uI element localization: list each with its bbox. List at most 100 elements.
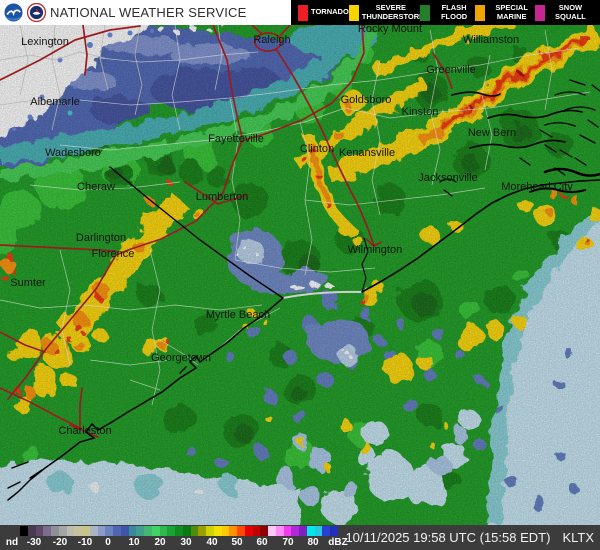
city-label-lexington: Lexington	[21, 36, 69, 48]
city-label-greenville: Greenville	[426, 64, 476, 76]
warning-label: SPECIAL MARINE	[495, 3, 528, 21]
colorbar-segment	[128, 526, 137, 536]
colorbar-segment	[151, 526, 160, 536]
warning-flash-flood: FLASH FLOOD	[419, 3, 476, 21]
agency-title: NATIONAL WEATHER SERVICE	[50, 5, 247, 20]
colorbar-segment	[97, 526, 106, 536]
warning-color-swatch	[419, 4, 430, 21]
city-label-morehead-city: Morehead City	[501, 181, 573, 193]
colorbar-segment	[175, 526, 183, 536]
colorbar-tick-label: 30	[180, 537, 192, 548]
city-label-jacksonville: Jacksonville	[418, 172, 477, 184]
warning-label: SEVERE THUNDERSTORM	[361, 3, 426, 21]
colorbar-tick-label: 70	[282, 537, 294, 548]
city-label-albemarle: Albemarle	[30, 96, 80, 108]
noaa-seagull-logo-icon	[4, 3, 23, 22]
warning-label: SNOW SQUALL	[555, 3, 586, 21]
river-lines	[451, 91, 583, 149]
beach-strip	[282, 290, 363, 299]
colorbar-segment	[82, 526, 90, 536]
colorbar-tick-label: 0	[105, 537, 111, 548]
colorbar-segment	[43, 526, 51, 536]
city-label-kinston: Kinston	[402, 106, 439, 118]
colorbar-segment	[322, 526, 330, 536]
city-label-raleigh: Raleigh	[253, 34, 290, 46]
colorbar-tick-label: 40	[206, 537, 218, 548]
city-label-wilmington: Wilmington	[348, 244, 402, 256]
colorbar-segment	[198, 526, 206, 536]
city-label-charleston: Charleston	[58, 425, 111, 437]
warning-color-swatch	[534, 4, 545, 21]
highways	[0, 25, 453, 438]
colorbar-segment	[136, 526, 144, 536]
header-bar: NATIONAL WEATHER SERVICE TORNADO SEVERE T…	[0, 0, 600, 25]
colorbar-segment	[213, 526, 222, 536]
city-label-myrtle-beach: Myrtle Beach	[206, 309, 270, 321]
colorbar-segment	[74, 526, 82, 536]
colorbar-segment	[244, 526, 253, 536]
city-label-clinton: Clinton	[300, 143, 334, 155]
colorbar-segment	[27, 526, 36, 536]
city-label-darlington: Darlington	[76, 232, 126, 244]
colorbar-tick-label: -20	[52, 537, 68, 548]
colorbar-segment	[299, 526, 307, 536]
colorbar-segment	[291, 526, 299, 536]
reflectivity-colorbar	[20, 526, 338, 536]
city-label-wadesboro: Wadesboro	[45, 147, 101, 159]
charleston-waterways	[7, 366, 187, 489]
state-border-line	[109, 166, 284, 299]
pixel-noise-light	[0, 25, 600, 525]
colorbar-segment	[159, 526, 168, 536]
warning-tornado: TORNADO	[298, 4, 349, 21]
colorbar-segment	[35, 526, 44, 536]
colorbar-tick-label: 80	[307, 537, 319, 548]
colorbar-segment	[221, 526, 230, 536]
county-lines-nodata	[0, 25, 143, 131]
timestamp-readout: 10/11/2025 19:58 UTC (15:58 EDT) KLTX	[345, 530, 594, 545]
colorbar-segment	[229, 526, 237, 536]
colorbar-segment	[51, 526, 59, 536]
warning-legend: TORNADO SEVERE THUNDERSTORM FLASH FLOOD SPE…	[291, 0, 600, 25]
city-label-florence: Florence	[92, 248, 135, 260]
warning-color-swatch	[348, 4, 359, 21]
borders-and-water	[7, 79, 600, 501]
colorbar-tick-label: 50	[231, 537, 243, 548]
colorbar-segment	[113, 526, 121, 536]
city-label-cheraw: Cheraw	[77, 181, 115, 193]
status-bar: nd -30 -20 -10 0 10 20 30 40 50 60 70 80 dBZ 10/11/20…	[0, 525, 600, 550]
colorbar-segment	[330, 526, 338, 536]
colorbar-segment	[275, 526, 284, 536]
warning-color-swatch	[475, 4, 486, 21]
colorbar-segment	[268, 526, 276, 536]
colorbar-segment	[260, 526, 268, 536]
station-id: KLTX	[562, 529, 594, 545]
city-labels: Lexington Raleigh Rocky Mount Williamston Al…	[10, 25, 573, 437]
colorbar-segment	[252, 526, 261, 536]
colorbar-tick-label: 60	[256, 537, 268, 548]
coastline-northeast	[361, 179, 600, 293]
nws-emblem-logo-icon	[27, 3, 46, 22]
colorbar-segment	[206, 526, 214, 536]
warning-snow-squall: SNOW SQUALL	[534, 3, 593, 21]
timestamp: 10/11/2025 19:58 UTC (15:58 EDT)	[345, 529, 551, 545]
city-label-georgetown: Georgetown	[151, 352, 211, 364]
warning-label: FLASH FLOOD	[440, 3, 468, 21]
colorbar-segment	[66, 526, 75, 536]
colorbar-segment	[120, 526, 129, 536]
city-label-fayetteville: Fayetteville	[208, 133, 264, 145]
colorbar-segment	[20, 526, 28, 536]
warning-special-marine: SPECIAL MARINE	[475, 4, 535, 21]
warning-color-swatch	[298, 4, 308, 21]
colorbar-segment	[167, 526, 175, 536]
colorbar-segment	[58, 526, 67, 536]
colorbar-segment	[182, 526, 191, 536]
colorbar-segment	[314, 526, 323, 536]
city-label-rocky-mount: Rocky Mount	[358, 25, 422, 35]
colorbar-segment	[190, 526, 199, 536]
colorbar-segment	[89, 526, 98, 536]
city-label-new-bern: New Bern	[468, 127, 516, 139]
colorbar-tick-label: nd	[5, 537, 19, 548]
colorbar-segment	[105, 526, 113, 536]
warning-label: TORNADO	[311, 7, 349, 17]
